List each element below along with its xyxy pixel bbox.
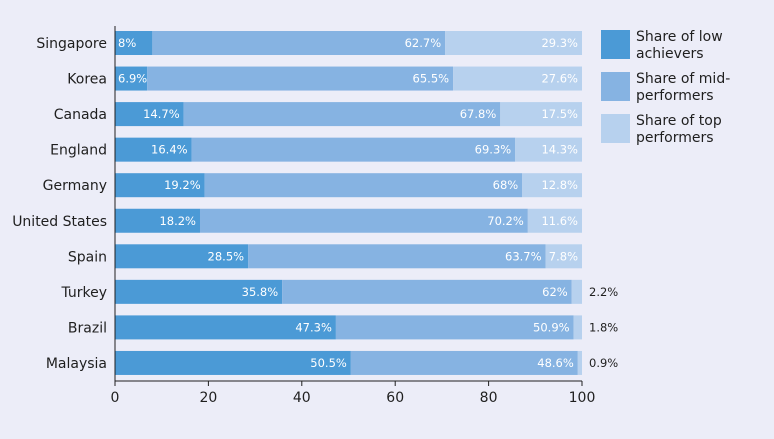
data-label: 8% [118,36,136,50]
bar-segment-low[interactable] [115,315,336,340]
data-label: 14.3% [541,143,578,157]
bar-segment-top[interactable] [453,66,582,91]
data-label: 7.8% [549,249,578,263]
data-label: 48.6% [537,356,574,370]
x-tick-label: 20 [199,390,217,406]
data-label: 14.7% [143,107,180,121]
x-tick-label: 60 [386,390,404,406]
legend-label: Share of mid- [636,71,730,87]
category-label: England [50,143,107,159]
category-label: Turkey [60,285,107,301]
data-label: 63.7% [505,249,542,263]
data-label: 62% [542,285,568,299]
bar-segment-low[interactable] [115,31,153,55]
bar-segment-mid[interactable] [152,31,446,55]
bar-segment-top[interactable] [577,350,582,375]
bar-segment-low[interactable] [115,350,351,375]
bar-segment-low[interactable] [115,173,205,198]
bar-segment-top[interactable] [515,137,582,162]
data-label: 70.2% [487,214,524,228]
bar-segment-low[interactable] [115,102,184,127]
bar-segment-top[interactable] [573,315,582,340]
category-label: Brazil [68,320,107,336]
data-label: 62.7% [405,36,442,50]
data-label: 18.2% [159,214,196,228]
category-label: Germany [43,178,107,194]
data-label: 2.2% [589,285,618,299]
data-label: 1.8% [589,320,618,334]
legend-label: achievers [636,46,704,62]
legend-label: Share of low [636,29,723,45]
bar-segment-mid[interactable] [147,66,454,91]
category-label: Canada [54,107,107,123]
bar-segment-top[interactable] [527,208,582,233]
data-label: 12.8% [541,178,578,192]
data-label: 50.5% [310,356,347,370]
bar-segment-top[interactable] [571,279,582,304]
data-label: 28.5% [208,249,245,263]
category-label: Korea [67,72,107,88]
bar-segment-mid[interactable] [335,315,574,340]
category-label: Spain [68,249,107,265]
data-label: 65.5% [413,72,450,86]
x-tick-label: 80 [480,390,498,406]
data-label: 47.3% [295,320,332,334]
bar-segment-top[interactable] [522,173,582,198]
bar-segment-low[interactable] [115,279,283,304]
legend-label: Share of top [636,113,722,129]
bar-segment-low[interactable] [115,244,249,269]
bar-segment-mid[interactable] [248,244,546,269]
bar-segment-top[interactable] [500,102,582,127]
bar-segment-top[interactable] [545,244,582,269]
legend-label: performers [636,130,714,146]
data-label: 19.2% [164,178,201,192]
data-label: 16.4% [151,143,188,157]
data-label: 69.3% [475,143,512,157]
data-label: 6.9% [118,72,147,86]
x-tick-label: 100 [569,390,596,406]
category-label: Malaysia [46,356,107,372]
bar-segment-mid[interactable] [282,279,572,304]
legend-swatch-low[interactable] [601,30,630,59]
data-label: 68% [493,178,519,192]
data-label: 35.8% [242,285,279,299]
bar-segment-mid[interactable] [183,102,501,127]
data-label: 50.9% [533,320,570,334]
bar-segment-low[interactable] [115,66,148,91]
bar-segment-low[interactable] [115,208,200,233]
legend-swatch-mid[interactable] [601,72,630,101]
legend-swatch-top[interactable] [601,114,630,143]
bar-segment-mid[interactable] [191,137,516,162]
bar-segment-mid[interactable] [204,173,523,198]
bar-segment-low[interactable] [115,137,192,162]
data-label: 67.8% [460,107,497,121]
data-label: 11.6% [541,214,578,228]
data-label: 17.5% [541,107,578,121]
bar-segment-mid[interactable] [350,350,578,375]
data-label: 0.9% [589,356,618,370]
data-label: 29.3% [541,36,578,50]
x-tick-label: 40 [293,390,311,406]
category-label: United States [12,214,107,230]
bar-segment-top[interactable] [445,31,582,55]
bar-segment-mid[interactable] [199,208,528,233]
x-tick-label: 0 [111,390,120,406]
data-label: 27.6% [541,72,578,86]
category-label: Singapore [36,36,107,52]
legend-label: performers [636,88,714,104]
